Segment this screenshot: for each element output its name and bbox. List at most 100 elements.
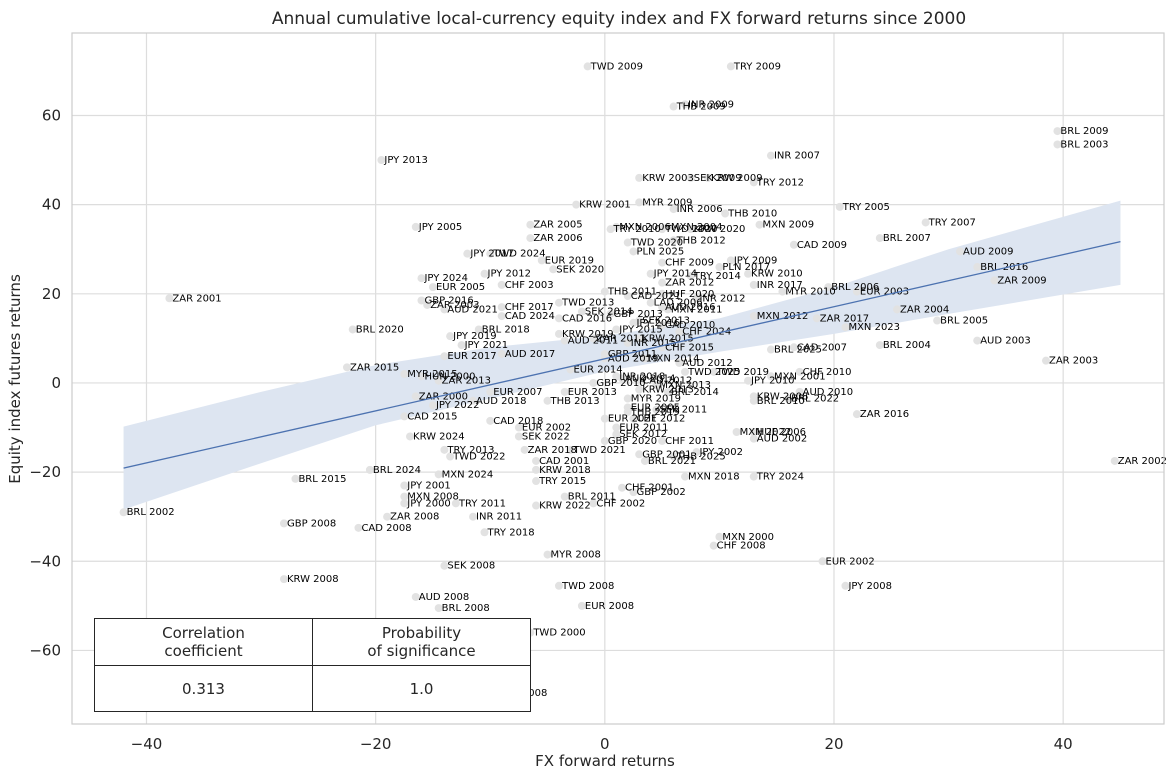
data-point: [446, 452, 455, 461]
data-point-label: MYR 2015: [407, 369, 457, 380]
data-point: [795, 367, 804, 376]
data-point-label: CHF 2001: [625, 483, 674, 494]
data-point-label: JPY 2002: [698, 447, 743, 458]
data-point-label: EUR 2017: [447, 351, 496, 362]
data-point-label: BRL 2005: [940, 316, 988, 327]
data-point: [543, 396, 552, 405]
data-point-label: JPY 2013: [383, 155, 428, 166]
data-point: [600, 414, 609, 423]
data-point-label: EUR 2002: [826, 556, 875, 567]
y-axis-label: Equity index futures returns: [6, 274, 24, 484]
data-point: [457, 341, 466, 350]
data-point: [411, 222, 420, 231]
data-point: [600, 287, 609, 296]
data-point: [921, 218, 930, 227]
data-point: [532, 465, 541, 474]
data-point-label: JPY 2017: [469, 249, 514, 260]
data-point: [566, 445, 575, 454]
data-point-label: MXN 2013: [659, 380, 711, 391]
data-point: [766, 372, 775, 381]
data-point: [554, 298, 563, 307]
data-point-label: SEK 2022: [522, 431, 570, 442]
data-point-label: ZAR 2013: [442, 376, 491, 387]
data-point: [526, 234, 535, 243]
data-point-label: KRW 2009: [711, 173, 763, 184]
data-point: [789, 343, 798, 352]
data-point-label: CAD 2001: [539, 456, 589, 467]
data-point: [526, 220, 535, 229]
data-point: [726, 256, 735, 265]
data-point: [618, 483, 627, 492]
data-point-label: ZAR 2003: [430, 300, 479, 311]
data-point: [709, 541, 718, 550]
data-point: [658, 278, 667, 287]
data-point-label: HUF 2006: [757, 427, 806, 438]
stats-table-value-row: 0.313 1.0: [94, 665, 531, 712]
data-point: [669, 102, 678, 111]
plot-frame: [71, 32, 1165, 725]
data-point: [589, 378, 598, 387]
data-point-label: SEK 2020: [556, 264, 604, 275]
data-point-label: MXN 2014: [648, 353, 700, 364]
data-point-label: TWD 2022: [452, 452, 505, 463]
data-point-label: TWD 2024: [492, 249, 545, 260]
data-point-label: THB 2019: [630, 407, 680, 418]
data-point-label: INR 2015: [631, 338, 677, 349]
data-point-label: JPY 2015: [618, 324, 663, 335]
data-point: [686, 271, 695, 280]
data-point-label: GBP 2016: [424, 295, 473, 306]
data-point-label: SEK 2008: [447, 561, 495, 572]
data-point: [623, 238, 632, 247]
data-point: [383, 512, 392, 521]
data-point-label: 2008: [522, 688, 547, 699]
data-point-label: AUD 2002: [757, 434, 808, 445]
data-point-label: INR 2006: [677, 204, 723, 215]
data-point: [560, 492, 569, 501]
data-point-label: JPY 2008: [847, 581, 892, 592]
data-point: [440, 561, 449, 570]
data-point: [469, 512, 478, 521]
data-point-label: JPY 2010: [750, 376, 795, 387]
data-point-label: ZAR 2009: [997, 275, 1046, 286]
data-point-label: INR 2017: [757, 280, 803, 291]
data-point: [417, 296, 426, 305]
data-point-label: GBP 2002: [636, 487, 685, 498]
data-point-label: SEK 2009: [694, 173, 742, 184]
data-point-label: AUD 2021: [447, 304, 498, 315]
data-point-label: ZAR 2017: [820, 313, 869, 324]
data-point-label: GBP 2011: [608, 349, 657, 360]
data-point-label: HUF 2020: [665, 289, 714, 300]
data-point-label: TRY 2014: [693, 271, 741, 282]
data-point-label: MXN 2022: [740, 427, 792, 438]
data-point-label: CHF 2015: [665, 342, 714, 353]
data-point-label: BRL 2021: [648, 456, 696, 467]
data-point-label: TWD 2009: [590, 61, 643, 72]
data-point: [1110, 456, 1119, 465]
data-point: [973, 263, 982, 272]
data-point-label: BRL 2025: [774, 345, 822, 356]
data-point: [291, 474, 300, 483]
data-point: [640, 456, 649, 465]
data-point: [721, 209, 730, 218]
data-point: [686, 173, 695, 182]
data-point: [692, 448, 701, 457]
data-point: [532, 477, 541, 486]
data-point: [681, 472, 690, 481]
data-point: [681, 100, 690, 109]
data-point-label: KRW 2010: [751, 269, 803, 280]
data-point-label: CHF 2012: [636, 414, 685, 425]
data-point: [715, 532, 724, 541]
data-point-label: TRY 2005: [842, 202, 890, 213]
data-point-label: INR 2018: [619, 371, 665, 382]
data-point: [446, 332, 455, 341]
data-point: [400, 499, 409, 508]
data-point-label: BRL 2008: [442, 603, 490, 614]
data-point: [577, 601, 586, 610]
regression-line-layer: [123, 241, 1121, 469]
data-point: [423, 300, 432, 309]
x-tick-label: −20: [360, 735, 392, 753]
data-point: [875, 341, 884, 350]
data-point-label: GBP 2001: [642, 449, 691, 460]
data-point: [554, 314, 563, 323]
data-point-label: TWD 2008: [561, 581, 614, 592]
